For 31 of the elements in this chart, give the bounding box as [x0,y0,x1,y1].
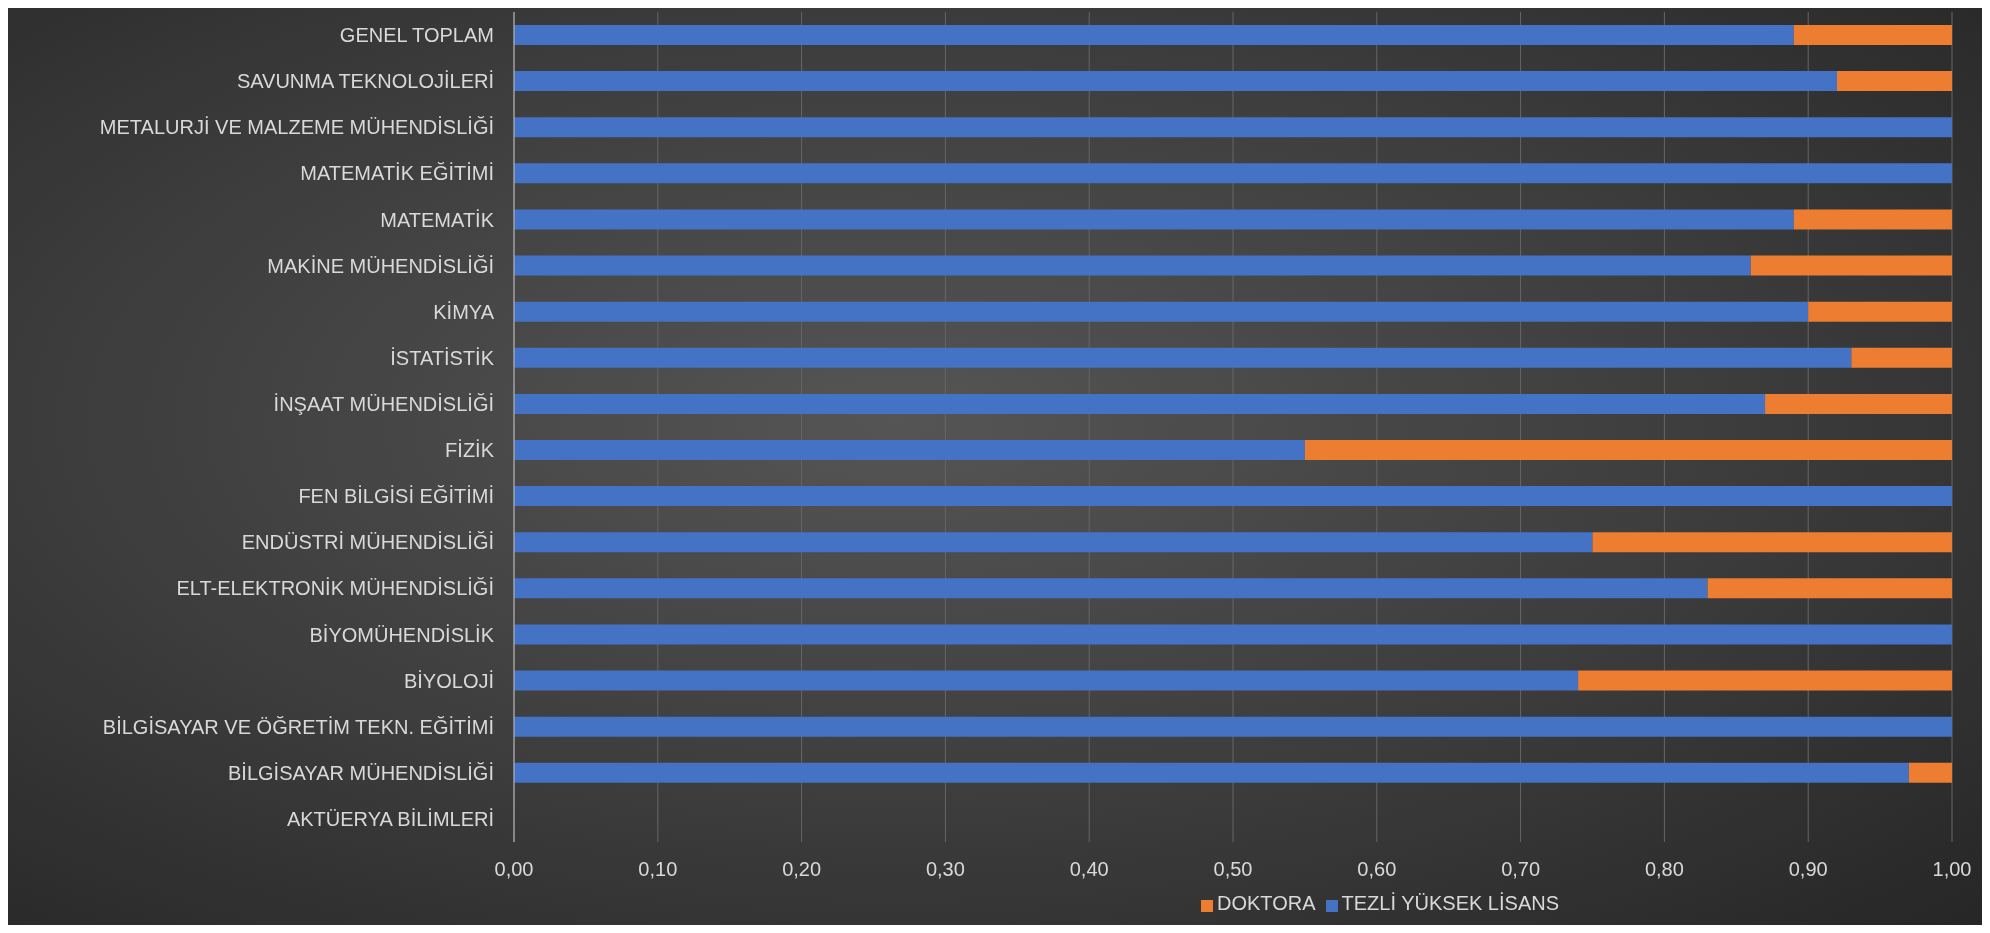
x-tick-label: 0,10 [638,858,678,881]
y-tick-label: BİLGİSAYAR MÜHENDİSLİĞİ [228,761,494,784]
x-tick-label: 1,00 [1932,858,1972,881]
y-tick-label: BİYOLOJİ [403,669,494,692]
legend-label: TEZLİ YÜKSEK LİSANS [1341,892,1560,914]
y-tick-label: MATEMATİK [380,208,495,231]
y-tick-label: ENDÜSTRİ MÜHENDİSLİĞİ [241,531,494,554]
x-tick-label: 0,40 [1069,858,1109,881]
y-tick-label: AKTÜERYA BİLİMLERİ [286,808,494,831]
y-tick-label: FİZİK [445,439,495,462]
x-tick-label: 0,60 [1357,858,1397,881]
y-tick-label: BİLGİSAYAR VE ÖĞRETİM TEKN. EĞİTİMİ [102,715,494,738]
x-tick-label: 0,50 [1213,858,1253,881]
x-tick-label: 0,90 [1788,858,1828,881]
x-tick-label: 0,70 [1501,858,1541,881]
y-tick-label: FEN BİLGİSİ EĞİTİMİ [298,485,494,508]
y-tick-label: MATEMATİK EĞİTİMİ [300,162,494,185]
y-tick-label: İSTATİSTİK [390,346,495,369]
y-tick-label: MAKİNE MÜHENDİSLİĞİ [267,254,494,277]
y-tick-label: KİMYA [433,300,495,323]
y-tick-label: İNŞAAT MÜHENDİSLİĞİ [273,393,494,416]
x-tick-label: 0,20 [782,858,822,881]
y-tick-label: BİYOMÜHENDİSLİK [309,623,495,646]
y-tick-label: GENEL TOPLAM [339,24,494,47]
y-tick-label: METALURJİ VE MALZEME MÜHENDİSLİĞİ [99,116,494,139]
x-tick-label: 0,80 [1644,858,1684,881]
legend-label: DOKTORA [1216,892,1316,914]
y-tick-label: ELT-ELEKTRONİK MÜHENDİSLİĞİ [176,577,494,600]
x-tick-label: 0,00 [494,858,534,881]
x-tick-label: 0,30 [925,858,965,881]
y-tick-label: SAVUNMA TEKNOLOJİLERİ [236,70,494,93]
